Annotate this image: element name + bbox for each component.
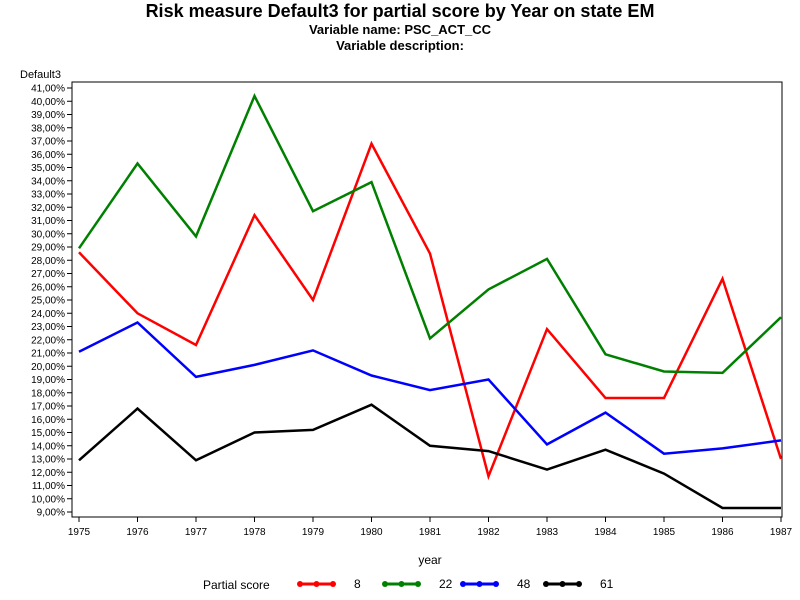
- legend-marker: [382, 581, 388, 587]
- y-tick-label: 34,00%: [31, 176, 65, 187]
- x-tick-label: 1976: [126, 527, 149, 538]
- legend-label: 8: [354, 577, 361, 591]
- legend-marker: [576, 581, 582, 587]
- y-tick-label: 13,00%: [31, 455, 65, 466]
- legend: Partial score 8 22 48 61: [203, 577, 614, 592]
- y-tick-label: 11,00%: [32, 481, 65, 492]
- legend-label: 61: [600, 577, 614, 591]
- legend-entry-22: 22: [382, 577, 453, 591]
- legend-marker: [543, 581, 549, 587]
- y-tick-label: 12,00%: [31, 468, 65, 479]
- x-tick-label: 1985: [653, 527, 676, 538]
- y-tick-label: 14,00%: [31, 441, 65, 452]
- y-tick-label: 31,00%: [31, 216, 65, 227]
- y-tick-label: 41,00%: [31, 84, 65, 95]
- y-tick-label: 37,00%: [31, 137, 65, 148]
- x-tick-label: 1984: [594, 527, 617, 538]
- legend-marker: [476, 581, 483, 587]
- chart-subtitle-2: Variable description:: [336, 38, 464, 53]
- series-line-48: [78, 320, 782, 455]
- legend-entry-61: 61: [543, 577, 614, 591]
- y-tick-label: 20,00%: [31, 362, 65, 373]
- legend-marker: [460, 581, 466, 587]
- y-tick-label: 18,00%: [31, 388, 65, 399]
- series-layer: [77, 93, 783, 510]
- y-tick-label: 38,00%: [31, 123, 65, 134]
- y-tick-label: 35,00%: [31, 163, 65, 174]
- y-tick-label: 24,00%: [31, 309, 65, 320]
- chart-subtitle-1: Variable name: PSC_ACT_CC: [308, 22, 492, 37]
- legend-marker: [559, 581, 566, 587]
- y-axis: 9,00% 10,00% 11,00% 12,00% 13,00% 14,00% 15,00…: [31, 84, 72, 519]
- y-axis-label: Default3: [20, 69, 61, 81]
- y-tick-label: 16,00%: [31, 415, 65, 426]
- chart-title: Risk measure Default3 for partial score …: [145, 1, 655, 21]
- legend-label: 22: [439, 577, 453, 591]
- y-tick-label: 33,00%: [31, 190, 65, 201]
- y-tick-label: 23,00%: [31, 322, 65, 333]
- x-tick-label: 1981: [419, 527, 442, 538]
- legend-marker: [313, 581, 320, 587]
- y-tick-label: 32,00%: [31, 203, 65, 214]
- series-line-8: [78, 140, 783, 481]
- y-tick-label: 10,00%: [31, 494, 65, 505]
- x-tick-label: 1980: [360, 527, 383, 538]
- legend-marker: [297, 581, 303, 587]
- series-line-61: [78, 403, 781, 510]
- legend-marker: [398, 581, 405, 587]
- y-tick-label: 40,00%: [31, 97, 65, 108]
- legend-marker: [415, 581, 421, 587]
- y-tick-label: 29,00%: [31, 243, 65, 254]
- y-tick-label: 15,00%: [31, 428, 65, 439]
- y-tick-label: 30,00%: [31, 229, 65, 240]
- x-tick-label: 1975: [68, 527, 91, 538]
- legend-label: 48: [517, 577, 531, 591]
- legend-marker: [330, 581, 336, 587]
- x-tick-label: 1978: [243, 527, 266, 538]
- y-tick-label: 36,00%: [31, 150, 65, 161]
- title-block: Risk measure Default3 for partial score …: [0, 0, 800, 54]
- x-tick-label: 1982: [477, 527, 500, 538]
- x-tick-label: 1979: [302, 527, 325, 538]
- y-tick-label: 19,00%: [31, 375, 65, 386]
- legend-title: Partial score: [203, 578, 270, 592]
- y-tick-label: 26,00%: [31, 282, 65, 293]
- x-tick-label: 1987: [770, 527, 793, 538]
- legend-entry-48: 48: [460, 577, 531, 591]
- x-axis-label: year: [418, 553, 441, 567]
- x-tick-label: 1986: [711, 527, 734, 538]
- y-tick-label: 22,00%: [31, 335, 65, 346]
- y-tick-label: 27,00%: [31, 269, 65, 280]
- y-tick-label: 39,00%: [31, 110, 65, 121]
- series-line-22: [77, 93, 782, 375]
- y-tick-label: 21,00%: [31, 349, 65, 360]
- y-tick-label: 25,00%: [31, 296, 65, 307]
- y-tick-label: 17,00%: [31, 402, 65, 413]
- x-tick-label: 1983: [536, 527, 559, 538]
- y-tick-label: 9,00%: [37, 508, 65, 519]
- legend-entry-8: 8: [297, 577, 361, 591]
- y-tick-label: 28,00%: [31, 256, 65, 267]
- legend-marker: [493, 581, 499, 587]
- x-tick-label: 1977: [185, 527, 208, 538]
- x-axis: 1975 1976 1977 1978 1979 1980 1981 1982 1983 1984…: [68, 517, 793, 538]
